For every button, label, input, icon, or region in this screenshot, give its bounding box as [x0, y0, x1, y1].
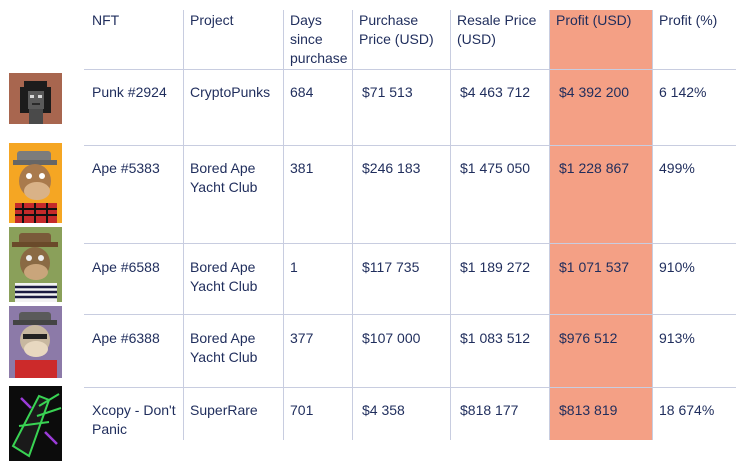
- column-divider: [352, 10, 353, 440]
- cell-profit-pct: 499%: [659, 160, 695, 176]
- cell-days: 701: [290, 402, 314, 418]
- cell-purchase: $107 000: [362, 330, 421, 346]
- cell-purchase: $71 513: [362, 84, 413, 100]
- header-project: Project: [190, 12, 234, 28]
- cell-purchase: $4 358: [362, 402, 405, 418]
- cell-profit-pct: 913%: [659, 330, 695, 346]
- row-divider: [84, 69, 736, 70]
- cryptopunk-avatar-icon: [9, 73, 62, 124]
- cell-profit-usd: $813 819: [559, 402, 618, 418]
- cell-profit-usd: $1 228 867: [559, 160, 630, 176]
- column-divider: [450, 10, 451, 440]
- column-divider: [283, 10, 284, 440]
- row-divider: [84, 243, 736, 244]
- cell-resale: $1 083 512: [460, 330, 531, 346]
- cell-profit-pct: 18 674%: [659, 402, 715, 418]
- profit-usd-column-highlight: [549, 10, 652, 440]
- cell-nft: Xcopy - Don't Panic: [92, 402, 176, 437]
- cell-days: 377: [290, 330, 314, 346]
- column-divider: [652, 10, 653, 440]
- cell-purchase: $117 735: [362, 259, 420, 275]
- header-purchase-price: Purchase Price (USD): [359, 12, 434, 47]
- header-resale-price: Resale Price (USD): [457, 12, 537, 47]
- cell-profit-usd: $4 392 200: [559, 84, 630, 100]
- cell-days: 684: [290, 84, 314, 100]
- cell-resale: $818 177: [460, 402, 519, 418]
- cell-nft: Ape #6388: [92, 330, 160, 346]
- cell-nft: Punk #2924: [92, 84, 167, 100]
- cell-nft: Ape #6588: [92, 259, 160, 275]
- bored-ape-avatar-icon: [9, 306, 62, 378]
- cell-profit-pct: 6 142%: [659, 84, 707, 100]
- cell-resale: $1 189 272: [460, 259, 531, 275]
- header-nft: NFT: [92, 12, 120, 28]
- cell-nft: Ape #5383: [92, 160, 160, 176]
- header-profit-pct: Profit (%): [659, 12, 718, 28]
- cell-project: SuperRare: [190, 402, 258, 418]
- cell-project: Bored Ape Yacht Club: [190, 259, 258, 294]
- row-divider: [84, 387, 736, 388]
- column-divider: [549, 10, 550, 440]
- cell-days: 381: [290, 160, 314, 176]
- cell-profit-usd: $976 512: [559, 330, 618, 346]
- bored-ape-avatar-icon: [9, 143, 62, 223]
- cell-purchase: $246 183: [362, 160, 421, 176]
- column-divider: [183, 10, 184, 440]
- cell-project: Bored Ape Yacht Club: [190, 160, 258, 195]
- bored-ape-avatar-icon: [9, 227, 62, 302]
- cell-resale: $1 475 050: [460, 160, 531, 176]
- cell-profit-usd: $1 071 537: [559, 259, 630, 275]
- cell-project: Bored Ape Yacht Club: [190, 330, 258, 365]
- cell-profit-pct: 910%: [659, 259, 695, 275]
- header-days-since-purchase: Days since purchase: [290, 12, 348, 66]
- cell-project: CryptoPunks: [190, 84, 271, 100]
- cell-resale: $4 463 712: [460, 84, 531, 100]
- header-profit-usd: Profit (USD): [556, 12, 632, 28]
- row-divider: [84, 314, 736, 315]
- xcopy-artwork-icon: [9, 386, 62, 461]
- cell-days: 1: [290, 259, 298, 275]
- row-divider: [84, 145, 736, 146]
